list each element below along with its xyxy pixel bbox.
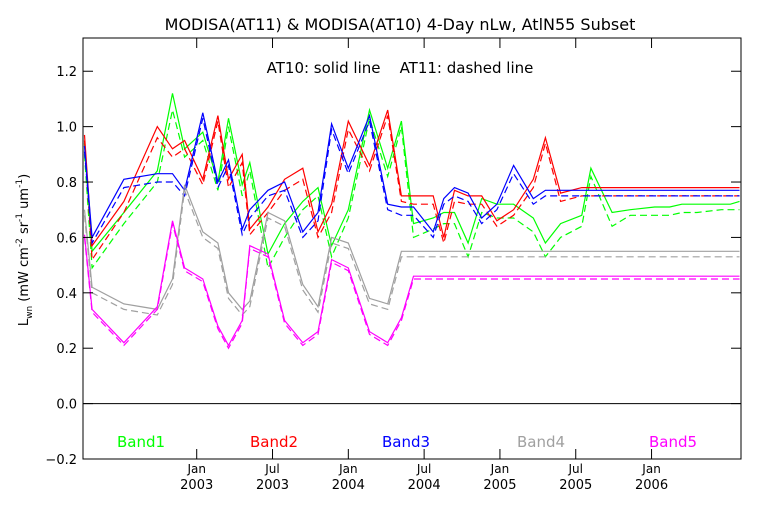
y-tick-label: −0.2 <box>45 453 77 468</box>
chart-title: MODISA(AT11) & MODISA(AT10) 4-Day nLw, A… <box>165 15 636 34</box>
legend-entry-band3: Band3 <box>382 433 430 451</box>
series-line-band3-dashed <box>83 118 740 245</box>
x-tick-year-label: 2004 <box>332 478 365 493</box>
x-tick-year-label: 2005 <box>559 478 592 493</box>
chart-subtitle: AT10: solid line AT11: dashed line <box>267 59 534 77</box>
legend-entry-band4: Band4 <box>517 433 565 451</box>
y-tick-label: 0.0 <box>56 398 77 413</box>
series-line-band2-solid <box>83 109 740 248</box>
series-line-band1-dashed <box>83 109 740 270</box>
x-tick-month-label: Jan <box>338 462 358 476</box>
series-line-band5-dashed <box>83 223 740 350</box>
legend-entry-band1: Band1 <box>117 433 165 451</box>
y-tick-label: 0.8 <box>56 176 77 191</box>
y-tick-label: 0.4 <box>56 287 77 302</box>
series-layer <box>83 93 740 350</box>
series-line-band2-dashed <box>83 115 740 262</box>
legend-entry-band2: Band2 <box>250 433 298 451</box>
x-tick-month-label: Jul <box>264 462 279 476</box>
y-tick-label: 1.0 <box>56 121 77 136</box>
x-tick-month-label: Jul <box>416 462 431 476</box>
y-tick-label: 0.6 <box>56 231 77 246</box>
y-axis-label: Lwn (mW cm-2 sr-1 um-1) <box>15 174 35 326</box>
x-tick-month-label: Jan <box>490 462 510 476</box>
legend: Band1 Band2 Band3 Band4 Band5 <box>117 433 697 451</box>
legend-entry-band5: Band5 <box>649 433 697 451</box>
x-tick-year-label: 2003 <box>180 478 213 493</box>
y-tick-label: 0.2 <box>56 342 77 357</box>
series-line-band3-solid <box>83 112 740 240</box>
x-tick-year-label: 2004 <box>408 478 441 493</box>
series-line-band4-solid <box>83 184 740 311</box>
x-tick-month-label: Jan <box>641 462 661 476</box>
x-tick-month-label: Jan <box>186 462 206 476</box>
plot-frame <box>82 37 742 460</box>
series-line-band5-solid <box>83 220 740 347</box>
x-tick-year-label: 2006 <box>635 478 668 493</box>
series-line-band4-dashed <box>83 190 740 316</box>
x-tick-year-label: 2003 <box>256 478 289 493</box>
axes-layer: −0.2 0.0 0.2 0.4 0.6 0.8 1.0 1.2 Jan 2003 Jul 2003 J… <box>45 37 742 493</box>
y-tick-label: 1.2 <box>56 65 77 80</box>
x-tick-month-label: Jul <box>567 462 582 476</box>
series-line-band1-solid <box>83 93 740 256</box>
x-tick-year-label: 2005 <box>483 478 516 493</box>
